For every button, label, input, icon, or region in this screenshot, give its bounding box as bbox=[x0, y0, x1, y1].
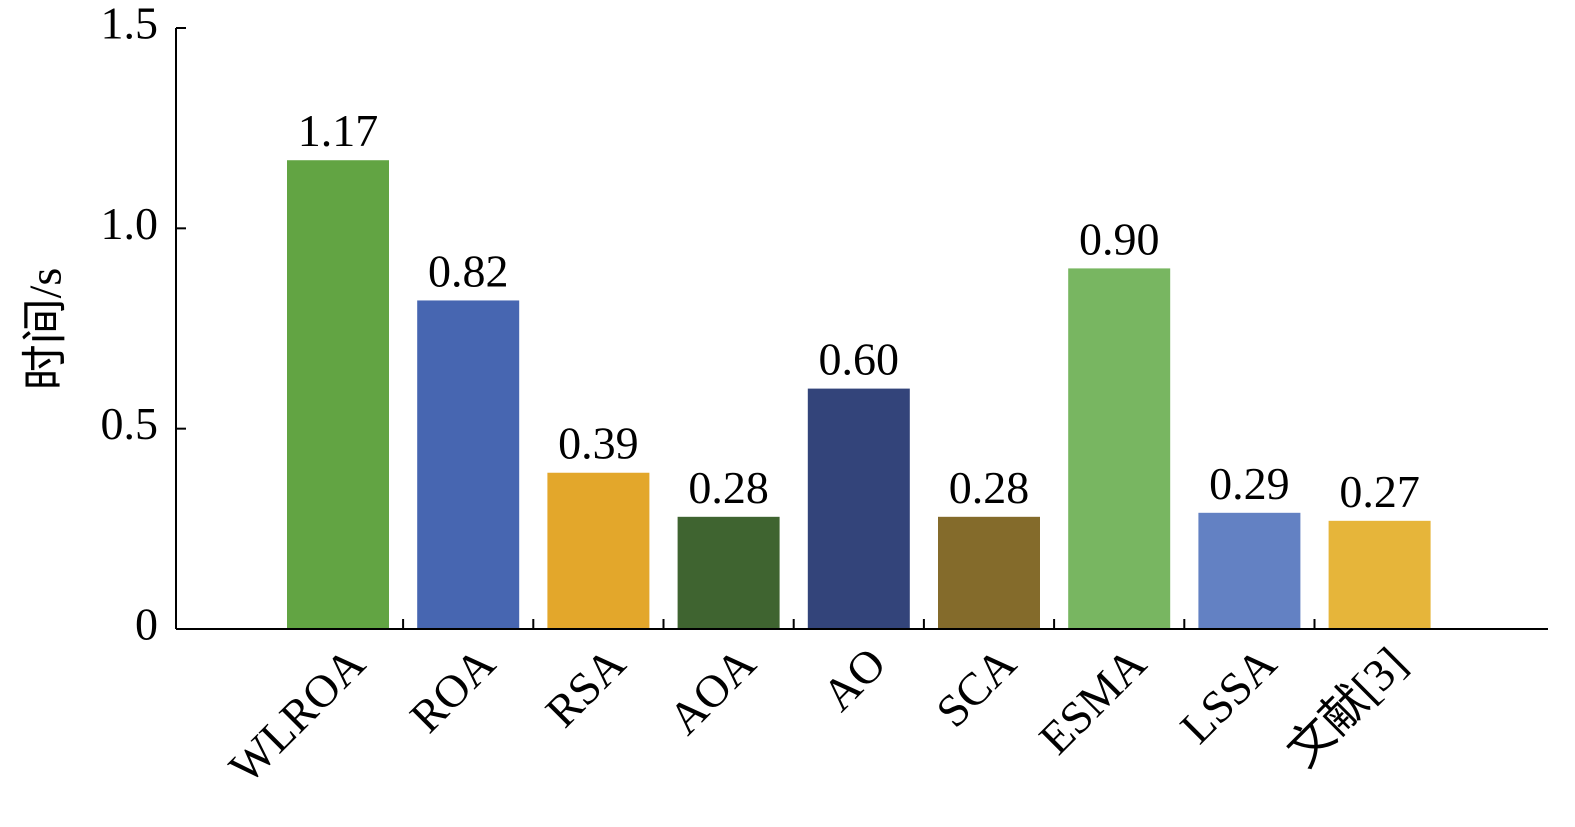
x-tick-label: AOA bbox=[659, 637, 766, 744]
x-tick-label: AO bbox=[812, 637, 895, 720]
data-label: 0.28 bbox=[688, 462, 769, 513]
bar bbox=[287, 160, 389, 629]
bar bbox=[677, 516, 780, 629]
bars bbox=[287, 160, 1431, 629]
bar bbox=[547, 472, 650, 629]
y-tick-label: 0.5 bbox=[101, 398, 159, 449]
x-tick-label: ESMA bbox=[1029, 637, 1155, 763]
bar bbox=[807, 388, 910, 629]
data-labels: 1.17 0.82 0.39 0.28 0.60 0.28 0.90 0.29 0.27 bbox=[298, 105, 1420, 517]
y-axis-title: 时间/s bbox=[20, 268, 71, 391]
y-tick-label: 0 bbox=[135, 599, 158, 650]
data-label: 0.82 bbox=[428, 245, 509, 296]
bar bbox=[1198, 512, 1301, 629]
data-label: 0.28 bbox=[949, 462, 1030, 513]
bar bbox=[938, 516, 1040, 629]
y-tick-label: 1.0 bbox=[101, 198, 159, 249]
bar bbox=[1328, 520, 1431, 629]
data-label: 0.90 bbox=[1079, 213, 1160, 264]
data-label: 0.60 bbox=[819, 334, 900, 385]
bar bbox=[1068, 268, 1171, 629]
y-axis-ticks: 0 0.5 1.0 1.5 bbox=[101, 0, 186, 650]
x-tick-label: SCA bbox=[926, 637, 1025, 736]
bar bbox=[417, 300, 520, 629]
y-tick-label: 1.5 bbox=[101, 0, 159, 49]
x-tick-label: LSSA bbox=[1170, 637, 1286, 753]
x-tick-label: ROA bbox=[400, 637, 505, 742]
data-label: 0.39 bbox=[558, 418, 639, 469]
x-tick-label: RSA bbox=[536, 637, 635, 736]
x-tick-label: WLROA bbox=[219, 637, 374, 792]
data-label: 1.17 bbox=[298, 105, 379, 156]
data-label: 0.27 bbox=[1339, 466, 1420, 517]
data-label: 0.29 bbox=[1209, 458, 1290, 509]
x-tick-label: 文献[3] bbox=[1277, 637, 1416, 776]
